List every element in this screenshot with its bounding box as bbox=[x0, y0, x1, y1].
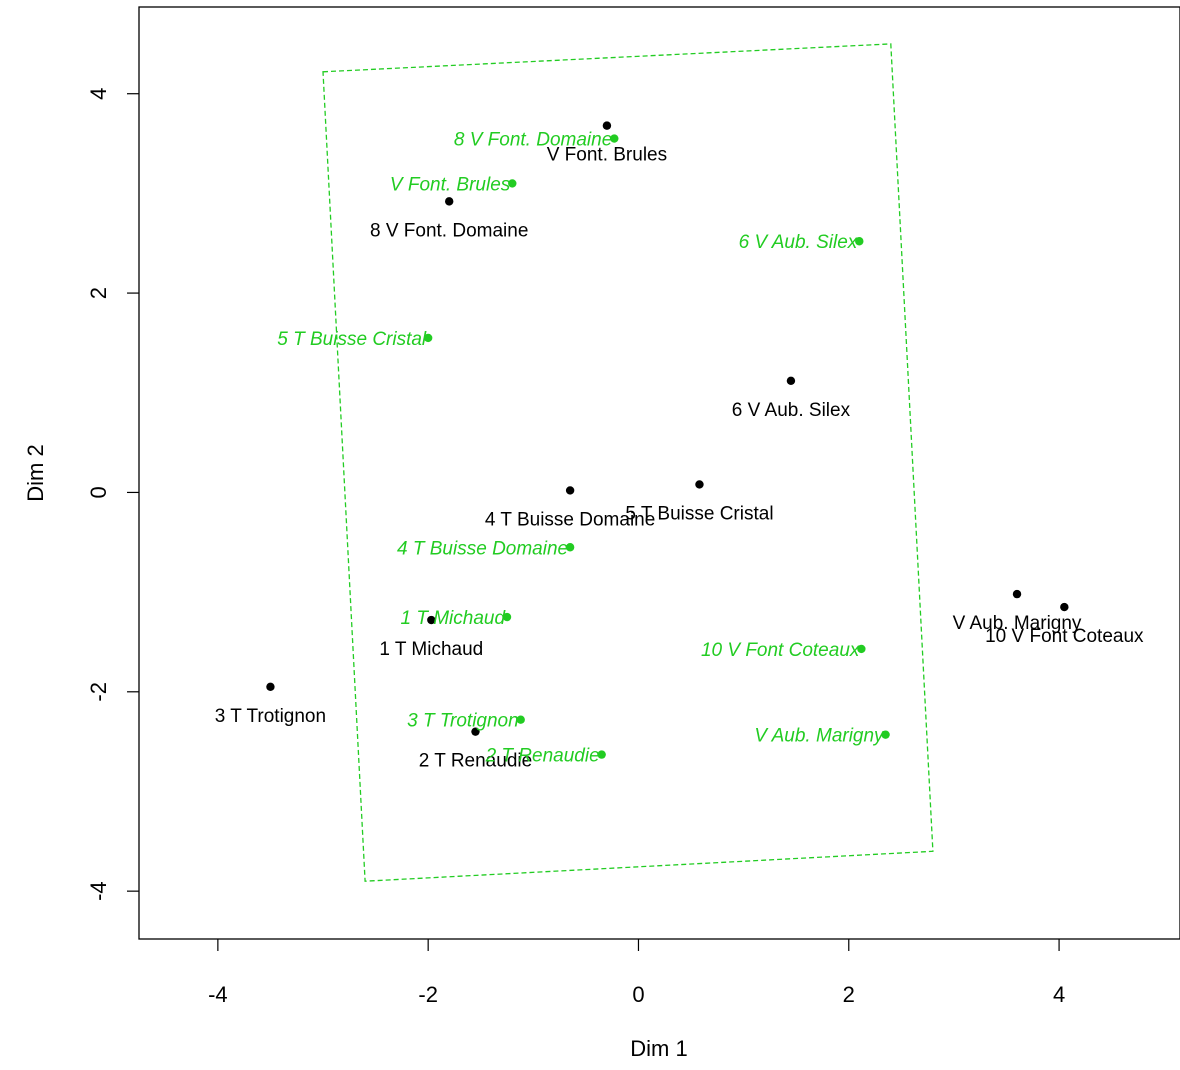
point-label: 5 T Buisse Cristal bbox=[277, 329, 427, 350]
data-point bbox=[786, 376, 796, 385]
point-label: V Font. Brules bbox=[547, 145, 667, 166]
envelope-outline bbox=[322, 43, 934, 882]
y-tick-label: 4 bbox=[86, 88, 111, 100]
y-axis-title: Dim 2 bbox=[23, 444, 48, 501]
point-label: 2 T Renaudie bbox=[485, 746, 600, 767]
x-axis: -4 -2 0 2 4 bbox=[208, 938, 1065, 1007]
point-label: 2 T Renaudie bbox=[419, 751, 532, 772]
y-tick-label: -4 bbox=[86, 881, 111, 901]
x-axis-title: Dim 1 bbox=[630, 1036, 687, 1061]
data-point bbox=[502, 612, 512, 622]
data-point bbox=[610, 134, 619, 143]
point-label: 4 T Buisse Domaine bbox=[485, 509, 655, 530]
point-label: 10 V Font Coteaux bbox=[701, 640, 861, 661]
point-label: 1 T Michaud bbox=[400, 608, 506, 629]
data-point bbox=[565, 486, 575, 495]
point-label: V Aub. Marigny bbox=[953, 613, 1082, 634]
data-point bbox=[857, 644, 866, 654]
point-label: 10 V Font Coteaux bbox=[985, 626, 1144, 647]
point-label: 3 T Trotignon bbox=[215, 706, 326, 727]
x-tick-label: 0 bbox=[632, 982, 644, 1007]
data-point bbox=[695, 480, 704, 489]
data-point bbox=[565, 543, 575, 552]
envelope-layer bbox=[322, 43, 934, 882]
data-point bbox=[444, 197, 454, 206]
data-point bbox=[427, 615, 436, 625]
point-label: 3 T Trotignon bbox=[407, 711, 519, 732]
point-label: V Aub. Marigny bbox=[754, 726, 885, 747]
data-point bbox=[602, 121, 612, 130]
x-tick-label: -2 bbox=[418, 982, 438, 1007]
point-label: 8 V Font. Domaine bbox=[454, 130, 612, 151]
point-label: 8 V Font. Domaine bbox=[370, 220, 528, 241]
data-point bbox=[1012, 589, 1022, 599]
x-tick-label: 2 bbox=[843, 982, 855, 1007]
data-point bbox=[1060, 602, 1069, 612]
data-point bbox=[266, 682, 275, 692]
point-label: 6 V Aub. Silex bbox=[732, 400, 851, 421]
y-tick-label: -2 bbox=[86, 682, 111, 702]
data-point bbox=[471, 727, 480, 736]
x-tick-label: 4 bbox=[1053, 982, 1065, 1007]
data-point bbox=[423, 333, 433, 343]
point-label: 4 T Buisse Domaine bbox=[397, 538, 568, 559]
point-label: 1 T Michaud bbox=[379, 639, 483, 660]
data-point bbox=[881, 730, 890, 739]
data-point bbox=[597, 750, 606, 759]
data-point bbox=[508, 179, 517, 188]
x-tick-label: -4 bbox=[208, 982, 228, 1007]
y-tick-label: 0 bbox=[86, 486, 111, 498]
data-point bbox=[516, 715, 525, 724]
point-label: 5 T Buisse Cristal bbox=[625, 503, 773, 524]
y-tick-label: 2 bbox=[86, 287, 111, 299]
y-axis: -4 -2 0 2 4 bbox=[86, 88, 140, 901]
data-point bbox=[855, 237, 864, 246]
point-label: 6 V Aub. Silex bbox=[739, 232, 859, 253]
point-label: V Font. Brules bbox=[390, 174, 511, 195]
